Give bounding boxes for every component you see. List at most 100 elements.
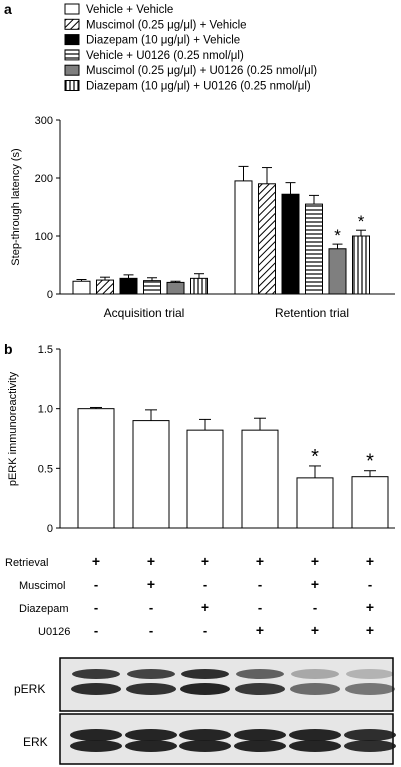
chart-b-significance-0: * (311, 446, 319, 468)
blot-band-1-5-lower (344, 740, 396, 752)
legend-label-5: Diazepam (10 μg/μl) + U0126 (0.25 nmol/μ… (86, 81, 311, 93)
condition-sign-1-2: - (203, 577, 207, 592)
blot-frame-1 (59, 713, 394, 765)
condition-sign-1-1: + (147, 576, 155, 592)
blot-band-1-2-upper (179, 729, 231, 741)
chart-b-ytick-label-2: 1.0 (38, 404, 53, 416)
blot-label-erk: ERK (23, 735, 48, 749)
condition-sign-3-2: - (203, 623, 207, 638)
condition-sign-1-0: - (94, 577, 98, 592)
chart-b-ytick-label-3: 1.5 (38, 344, 53, 356)
blot-band-0-0-upper (72, 669, 120, 679)
condition-sign-0-4: + (311, 553, 319, 569)
condition-sign-0-1: + (147, 553, 155, 569)
legend-swatch-2 (64, 34, 80, 46)
condition-table: Retrieval Muscimol Diazepam U0126 + + + + + +… (5, 553, 374, 638)
blot-band-1-1-upper (125, 729, 177, 741)
chart-b-bar-2 (186, 429, 224, 529)
chart-a-bar-0-3 (143, 280, 161, 295)
condition-sign-2-2: + (201, 599, 209, 615)
blots: pERK ERK (14, 657, 396, 765)
blot-band-0-4-lower (290, 683, 340, 695)
chart-b-ytick-label-1: 0.5 (38, 463, 53, 475)
chart-a-bar-1-1 (258, 183, 276, 295)
chart-b-ylabel: pERK immunoreactivity (7, 371, 19, 486)
chart-b-bar-5 (351, 476, 389, 529)
chart-b-bar-4 (296, 477, 334, 529)
blot-band-1-3-upper (234, 729, 286, 741)
legend-a: Vehicle + Vehicle Muscimol (0.25 μg/μl) +… (64, 3, 317, 93)
chart-a-significance-1: * (358, 212, 365, 231)
blot-band-1-5-upper (344, 729, 396, 741)
blot-band-0-0-lower (71, 683, 121, 695)
legend-label-3: Vehicle + U0126 (0.25 nmol/μl) (86, 50, 244, 62)
legend-label-4: Muscimol (0.25 μg/μl) + U0126 (0.25 nmol… (86, 65, 317, 77)
condition-sign-2-5: + (366, 599, 374, 615)
condition-sign-3-1: - (149, 623, 153, 638)
panel-label-b: b (4, 341, 13, 357)
blot-band-1-0-upper (70, 729, 122, 741)
blot-label-perk: pERK (14, 682, 45, 696)
condition-sign-1-5: - (368, 577, 372, 592)
chart-a-bar-0-5 (190, 277, 208, 295)
chart-a-bar-1-5 (352, 235, 370, 295)
condition-sign-3-4: + (311, 622, 319, 638)
chart-b-bar-1 (132, 420, 170, 529)
chart-a-category-label-0: Acquisition trial (104, 306, 185, 320)
panel-label-a: a (4, 1, 12, 17)
chart-a-ytick-label-2: 200 (35, 173, 53, 185)
condition-sign-2-3: - (258, 600, 262, 615)
chart-b: pERK immunoreactivity 0 0.5 1.0 1.5 * * (7, 344, 395, 535)
blot-band-0-1-upper (127, 669, 175, 679)
condition-sign-2-4: - (313, 600, 317, 615)
legend-label-1: Muscimol (0.25 μg/μl) + Vehicle (86, 19, 247, 31)
blot-band-0-3-upper (236, 669, 284, 679)
condition-sign-1-3: - (258, 577, 262, 592)
blot-band-1-1-lower (125, 740, 177, 752)
condition-sign-0-3: + (256, 553, 264, 569)
legend-swatch-0 (64, 3, 80, 15)
condition-sign-3-3: + (256, 622, 264, 638)
blot-band-1-3-lower (234, 740, 286, 752)
chart-a-ytick-label-0: 0 (47, 289, 53, 301)
chart-a-ylabel: Step-through latency (s) (10, 148, 22, 265)
chart-b-ytick-label-0: 0 (47, 523, 53, 535)
blot-band-0-5-upper (346, 669, 394, 679)
chart-a-ytick-label-1: 100 (35, 231, 53, 243)
condition-label-u0126: U0126 (38, 626, 70, 638)
condition-sign-0-2: + (201, 553, 209, 569)
chart-a-bar-0-1 (96, 279, 114, 295)
condition-label-diazepam: Diazepam (19, 603, 69, 615)
condition-sign-0-0: + (92, 553, 100, 569)
chart-b-bar-3 (241, 429, 279, 529)
chart-a-bar-1-4 (328, 248, 347, 295)
chart-a-bar-1-0 (234, 180, 253, 295)
condition-sign-3-0: - (94, 623, 98, 638)
condition-label-muscimol: Muscimol (19, 580, 65, 592)
chart-a-significance-0: * (334, 226, 341, 245)
legend-label-0: Vehicle + Vehicle (86, 4, 173, 16)
legend-swatch-1 (64, 18, 80, 30)
blot-band-1-4-lower (289, 740, 341, 752)
chart-a: Step-through latency (s) Acquisition tri… (10, 115, 395, 320)
chart-a-bar-0-4 (166, 281, 185, 295)
chart-a-category-label-1: Retention trial (275, 306, 349, 320)
blot-band-0-2-lower (180, 683, 230, 695)
condition-sign-2-0: - (94, 600, 98, 615)
chart-b-bar-0 (77, 408, 115, 529)
blot-band-0-4-upper (291, 669, 339, 679)
chart-a-bar-0-0 (72, 280, 91, 295)
blot-band-1-2-lower (179, 740, 231, 752)
condition-sign-3-5: + (366, 622, 374, 638)
legend-swatch-3 (64, 49, 80, 61)
condition-sign-1-4: + (311, 576, 319, 592)
condition-sign-0-5: + (366, 553, 374, 569)
blot-band-1-4-upper (289, 729, 341, 741)
chart-b-significance-1: * (366, 451, 374, 473)
blot-band-0-3-lower (235, 683, 285, 695)
legend-swatch-4 (64, 64, 80, 76)
chart-a-ytick-label-3: 300 (35, 115, 53, 127)
condition-label-retrieval: Retrieval (5, 557, 48, 569)
legend-swatch-5 (64, 80, 80, 91)
